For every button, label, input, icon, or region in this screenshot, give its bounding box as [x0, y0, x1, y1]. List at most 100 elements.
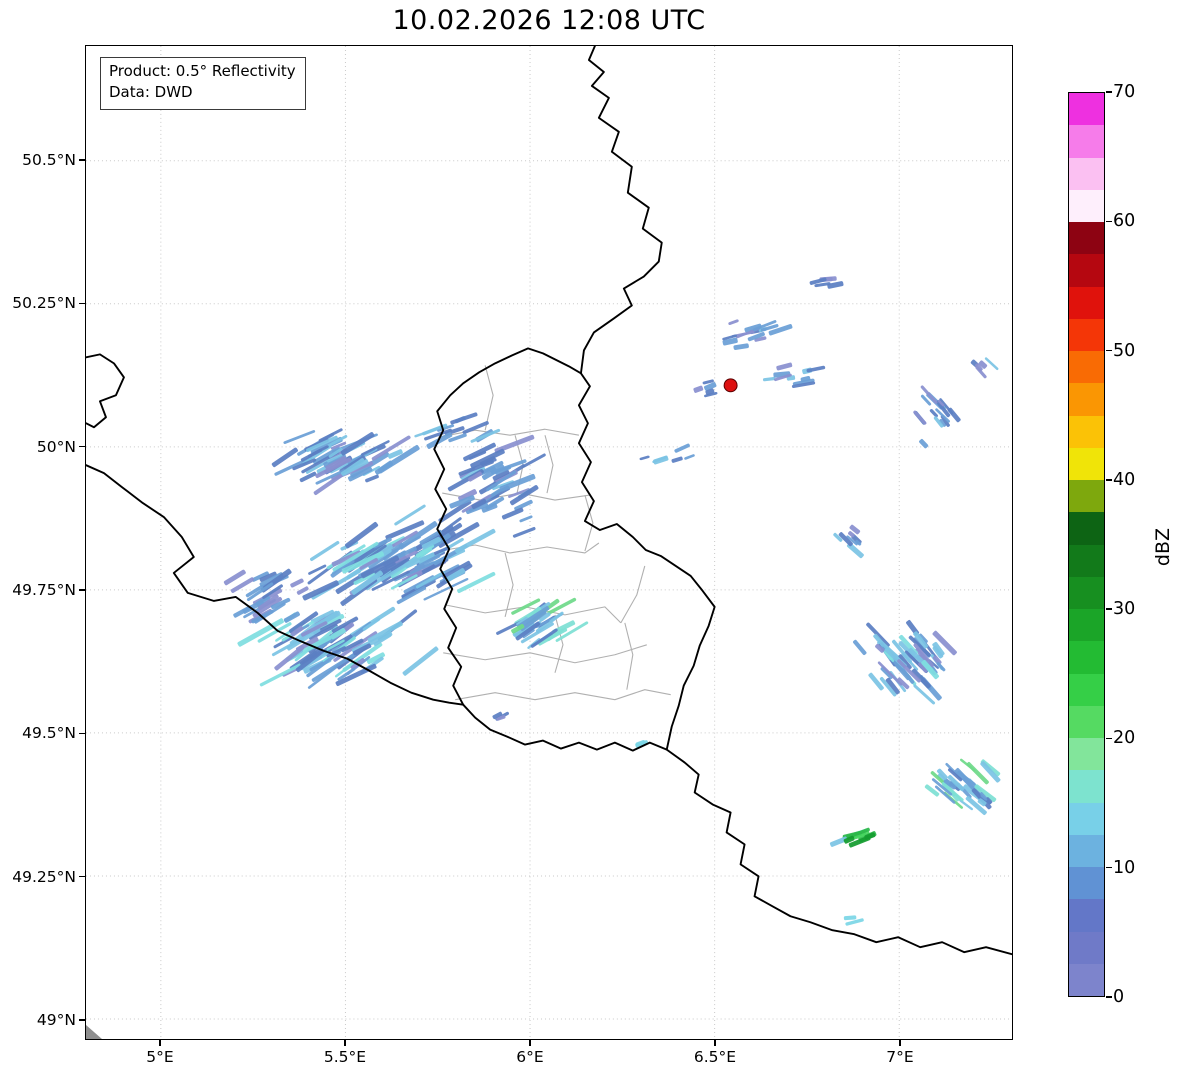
radar-echo — [315, 457, 352, 479]
radar-echo — [931, 778, 953, 796]
x-tick-label: 6.5°E — [693, 1048, 737, 1066]
radar-echo — [262, 584, 283, 599]
radar-echo — [292, 458, 317, 471]
radar-echo — [471, 498, 487, 510]
country-border — [86, 353, 125, 429]
radar-echo — [274, 645, 305, 671]
radar-echo — [671, 456, 683, 463]
radar-echo — [449, 495, 475, 509]
radar-echo — [385, 520, 425, 540]
radar-echo — [259, 571, 277, 582]
radar-echo — [913, 643, 934, 668]
radar-echo — [393, 561, 435, 582]
radar-echo — [360, 440, 390, 456]
radar-echo — [496, 715, 506, 721]
country-border — [433, 347, 716, 752]
radar-echo — [933, 416, 944, 428]
colorbar — [1068, 92, 1105, 997]
annotation-product-line: Product: 0.5° Reflectivity — [109, 62, 296, 80]
radar-echo — [290, 625, 304, 637]
x-tick-mark — [899, 1040, 901, 1046]
radar-echo — [444, 568, 466, 583]
radar-echo — [442, 560, 471, 579]
radar-echo — [312, 446, 341, 465]
radar-echo — [511, 623, 525, 634]
radar-echo — [921, 659, 939, 680]
radar-echo — [371, 435, 411, 461]
radar-echo — [547, 628, 564, 642]
radar-echo — [547, 597, 577, 615]
radar-echo — [918, 662, 928, 673]
radar-echo — [492, 480, 515, 491]
district-border — [624, 622, 634, 690]
radar-echo — [414, 554, 441, 570]
radar-site-marker — [723, 378, 738, 393]
radar-echo — [252, 596, 283, 618]
radar-echo — [309, 661, 324, 671]
radar-echo — [978, 360, 988, 369]
radar-echo — [365, 474, 379, 483]
radar-echo — [328, 447, 343, 458]
radar-echo — [424, 428, 452, 441]
colorbar-segment — [1069, 544, 1104, 577]
radar-echo — [891, 639, 912, 664]
colorbar-unit-label: dBZ — [1152, 527, 1174, 567]
radar-echo — [897, 659, 921, 683]
radar-echo — [468, 450, 487, 460]
radar-echo — [341, 551, 385, 574]
radar-echo — [415, 571, 446, 589]
radar-echo — [843, 835, 855, 844]
radar-echo — [965, 795, 987, 815]
colorbar-tick-label: 0 — [1113, 987, 1125, 1007]
radar-echo — [330, 558, 355, 578]
colorbar-segment — [1069, 480, 1104, 513]
radar-echo — [776, 362, 793, 371]
radar-echo — [366, 652, 386, 665]
district-border — [554, 614, 564, 673]
radar-echo — [948, 768, 963, 782]
colorbar-segment — [1069, 318, 1104, 351]
radar-echo — [326, 646, 346, 658]
y-tick-mark — [79, 159, 85, 161]
radar-echo — [485, 496, 505, 510]
radar-echo — [935, 408, 950, 423]
radar-echo — [555, 621, 589, 642]
radar-echo — [913, 410, 927, 425]
radar-echo — [980, 761, 1001, 783]
map-canvas — [86, 46, 1012, 1039]
radar-echo — [846, 535, 858, 546]
radar-echo — [693, 385, 704, 393]
radar-echo — [806, 365, 826, 373]
radar-echo — [516, 606, 550, 629]
radar-echo — [302, 445, 332, 466]
radar-echo — [940, 415, 950, 427]
radar-echo — [722, 334, 738, 341]
radar-echo — [295, 648, 325, 673]
y-tick-mark — [79, 589, 85, 591]
radar-echo — [848, 827, 870, 839]
radar-echo — [913, 631, 929, 649]
radar-echo — [331, 550, 362, 567]
colorbar-tick-mark — [1106, 737, 1112, 740]
radar-echo — [849, 524, 861, 535]
colorbar-tick-mark — [1106, 220, 1112, 223]
radar-echo — [897, 677, 910, 690]
radar-echo — [379, 555, 421, 582]
y-tick-label: 50.25°N — [12, 294, 76, 313]
figure-title: 10.02.2026 12:08 UTC — [392, 5, 706, 36]
colorbar-tick-mark — [1106, 608, 1112, 610]
radar-echo — [394, 504, 426, 526]
map-corner-feature — [86, 1025, 102, 1039]
colorbar-tick-label: 30 — [1113, 599, 1136, 620]
radar-echo — [705, 388, 715, 396]
radar-echo — [390, 574, 418, 590]
radar-echo — [331, 616, 359, 634]
colorbar-segment — [1069, 383, 1104, 416]
radar-echo — [929, 409, 938, 418]
radar-echo — [302, 580, 339, 601]
radar-echo — [230, 577, 255, 593]
radar-echo — [653, 455, 669, 465]
colorbar-segment — [1069, 931, 1104, 964]
radar-echo — [396, 586, 427, 605]
radar-echo — [880, 666, 894, 680]
